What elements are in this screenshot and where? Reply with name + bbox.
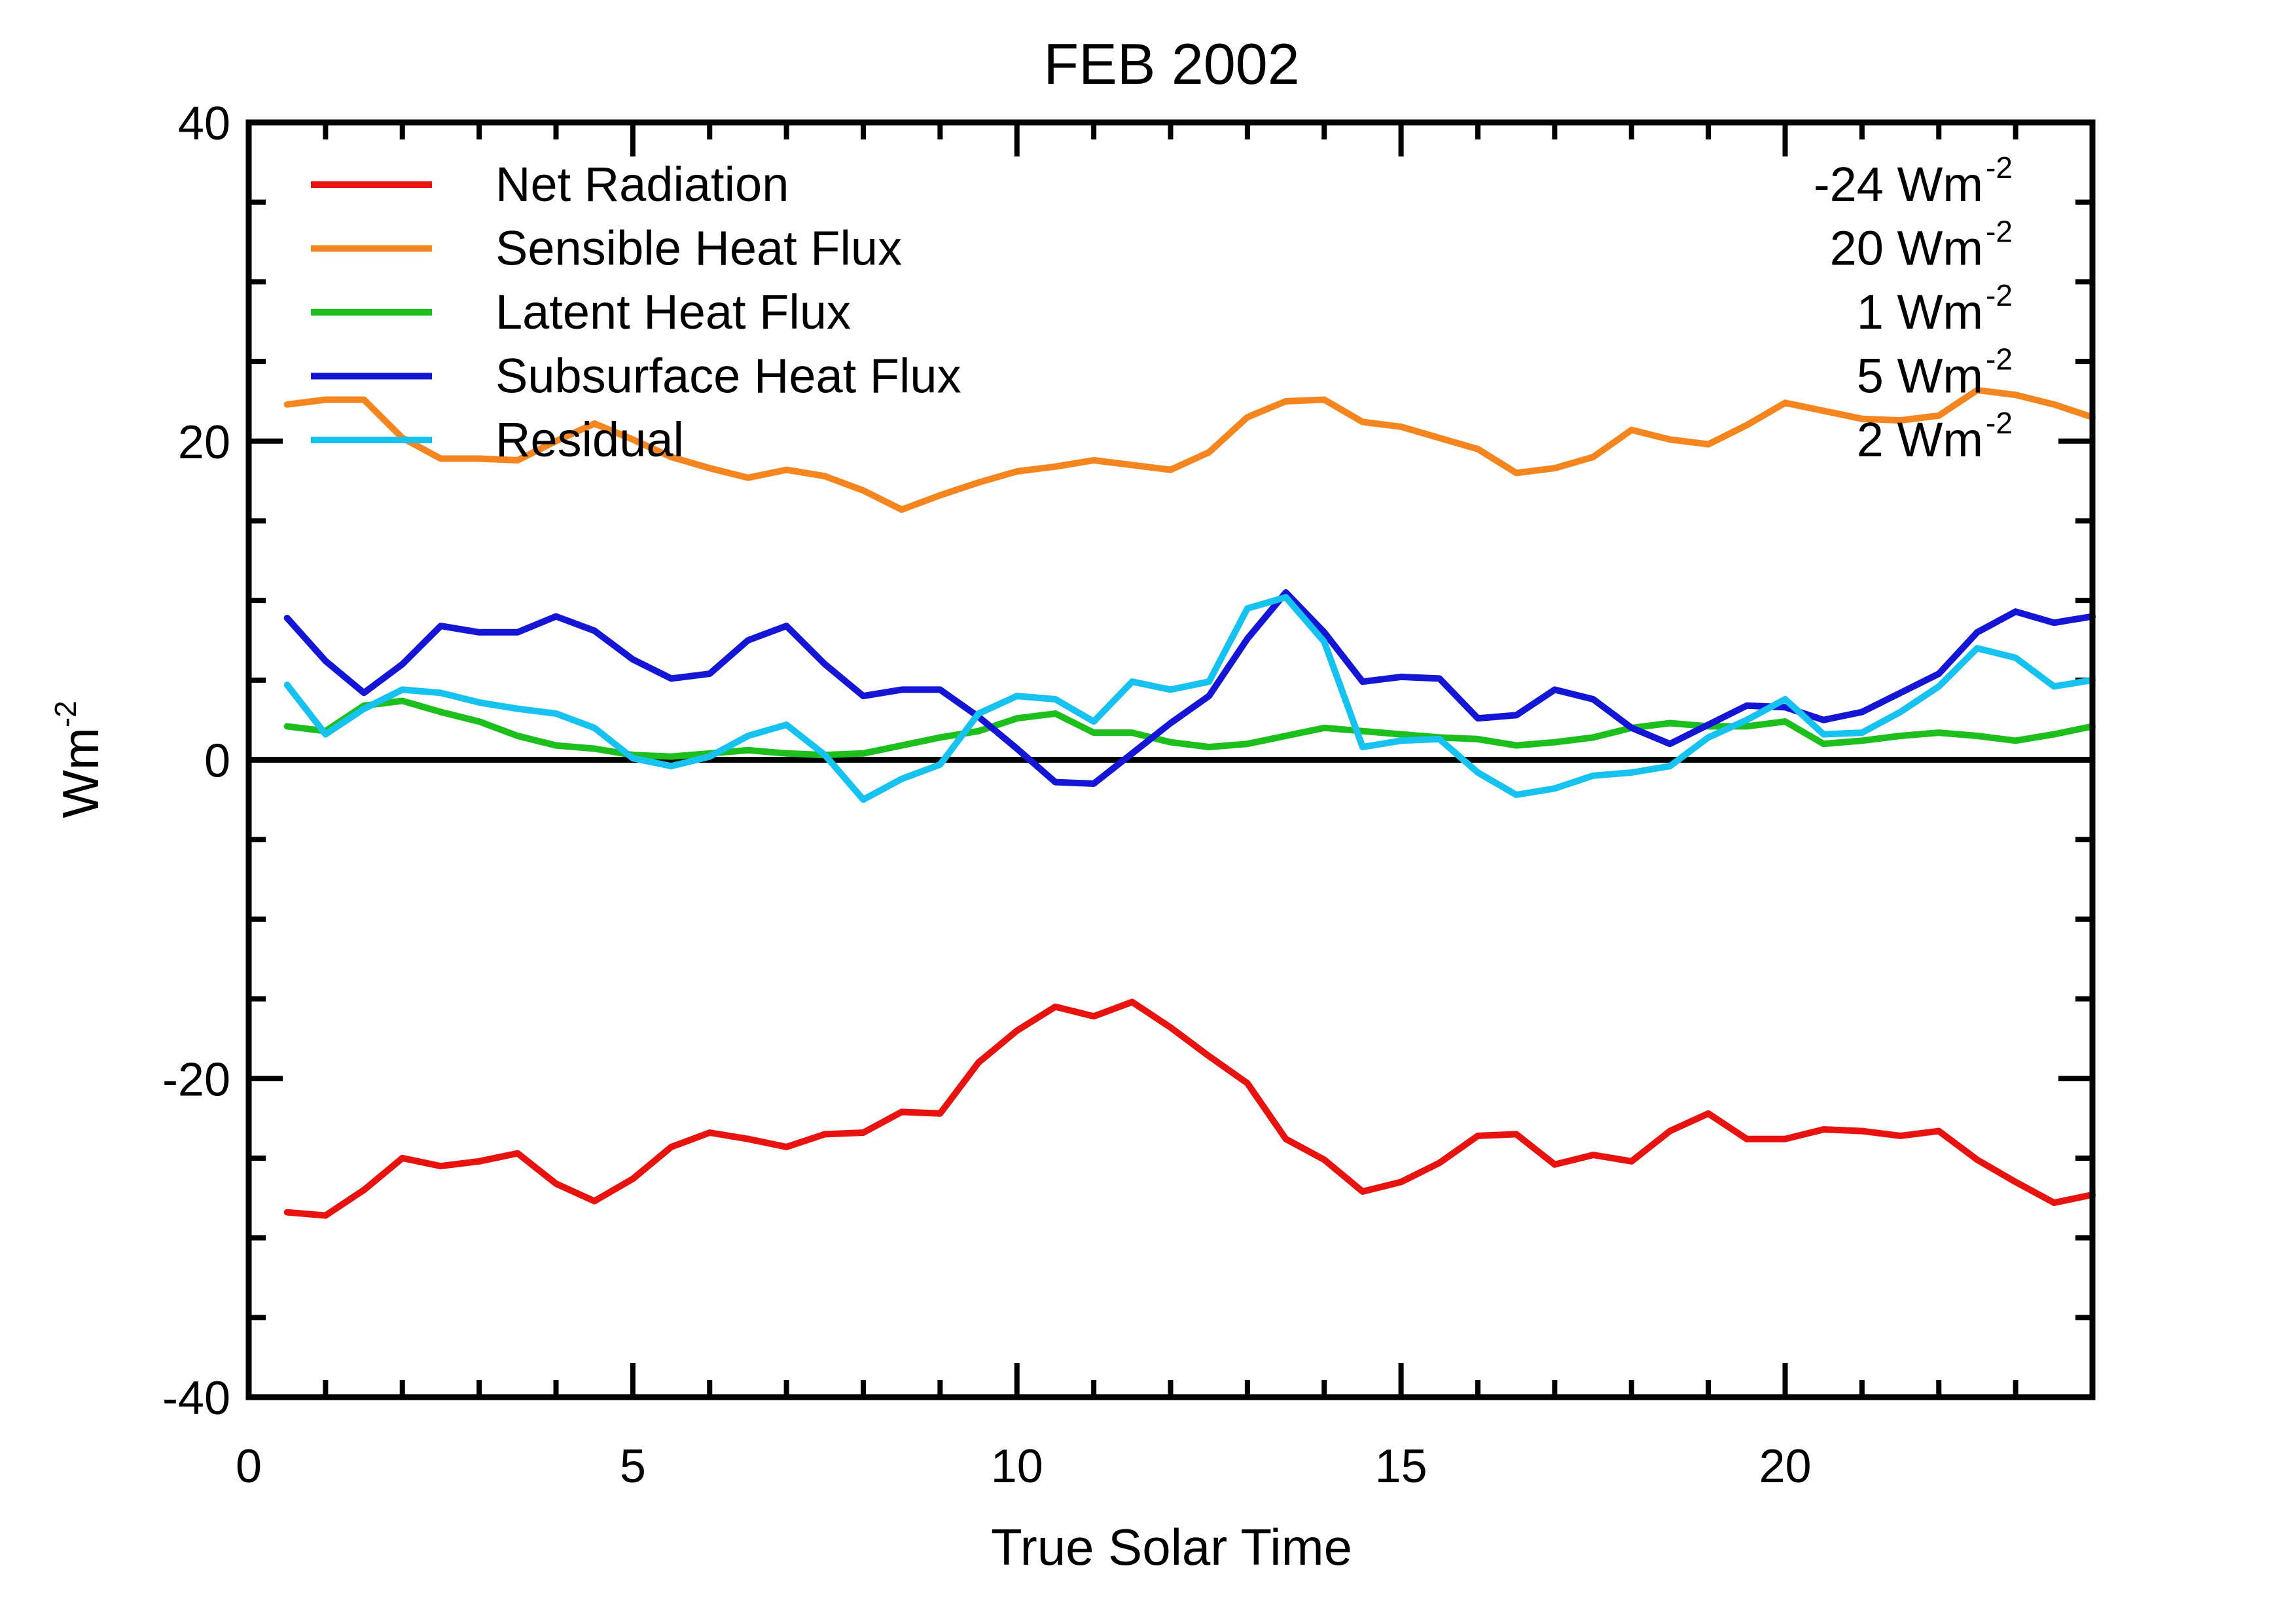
legend-mean-sup-subsurface-heat-flux: -2 (1986, 342, 2013, 376)
legend-label-net-radiation: Net Radiation (495, 157, 789, 211)
legend-mean-sup-sensible-heat-flux: -2 (1986, 215, 2013, 249)
x-tick-label: 20 (1759, 1440, 1811, 1493)
legend-mean-sup-residual: -2 (1986, 406, 2013, 440)
legend-mean-subsurface-heat-flux: 5 Wm (1857, 349, 1983, 403)
y-tick-label: 20 (178, 416, 230, 469)
legend-mean-latent-heat-flux: 1 Wm (1857, 285, 1983, 339)
series-line-residual (283, 594, 2096, 803)
x-tick-label: 15 (1375, 1440, 1427, 1493)
legend-label-subsurface-heat-flux: Subsurface Heat Flux (495, 349, 961, 403)
x-tick-label: 0 (236, 1440, 262, 1493)
x-tick-labels: 0 5 10 15 20 (236, 1440, 1812, 1493)
y-tick-label: 0 (204, 735, 230, 788)
y-tick-label: -20 (162, 1053, 230, 1106)
legend-mean-residual: 2 Wm (1857, 412, 1983, 467)
legend-label-residual: Residual (495, 412, 684, 467)
legend-mean-net-radiation: -24 Wm (1814, 157, 1983, 211)
x-axis-title: True Solar Time (991, 1518, 1352, 1576)
legend-mean-sup-latent-heat-flux: -2 (1986, 278, 2013, 312)
x-tick-label: 5 (620, 1440, 646, 1493)
legend-label-sensible-heat-flux: Sensible Heat Flux (495, 221, 902, 276)
legend-mean-sensible-heat-flux: 20 Wm (1830, 221, 1983, 276)
series-line-net-radiation (283, 998, 2096, 1219)
y-tick-label: -40 (162, 1372, 230, 1425)
y-tick-label: 40 (178, 98, 230, 150)
y-axis-title-text: Wm (52, 727, 109, 818)
plot-frame (245, 119, 2096, 1400)
y-axis-title: Wm-2 (48, 701, 109, 818)
chart-title: FEB 2002 (1043, 31, 1299, 96)
x-tick-label: 10 (991, 1440, 1043, 1493)
y-axis-title-sup: -2 (48, 701, 82, 727)
legend-label-latent-heat-flux: Latent Heat Flux (495, 285, 851, 339)
legend-mean-sup-net-radiation: -2 (1986, 151, 2013, 185)
series-line-latent-heat-flux (283, 697, 2096, 760)
y-tick-labels: -40 -20 0 20 40 (162, 98, 230, 1425)
series-lines (283, 386, 2096, 1219)
series-line-sensible-heat-flux (283, 386, 2096, 513)
